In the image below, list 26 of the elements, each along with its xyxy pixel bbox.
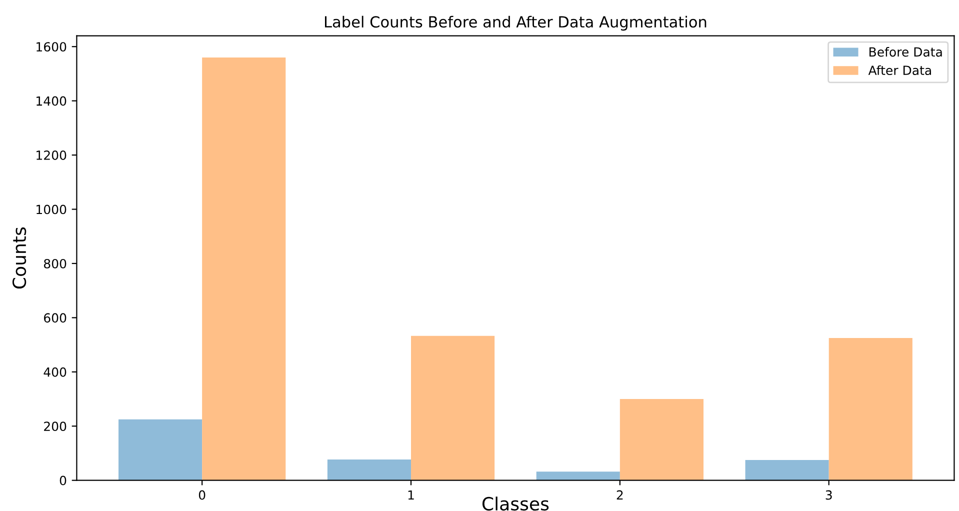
bar: [202, 57, 286, 480]
y-tick-label: 600: [44, 313, 66, 323]
bar: [536, 472, 620, 480]
bar: [745, 460, 829, 480]
y-tick-label: 800: [44, 258, 66, 268]
y-tick-label: 1600: [36, 42, 66, 52]
y-tick-label: 400: [44, 367, 66, 377]
bar: [411, 336, 495, 480]
bar: [118, 419, 202, 480]
y-tick-label: 200: [44, 422, 66, 432]
x-tick-label: 0: [198, 490, 206, 500]
legend-label: Before Data: [870, 47, 942, 57]
x-axis-title: Classes: [482, 496, 549, 511]
y-tick-label: 1200: [36, 150, 66, 160]
y-tick-label: 0: [60, 476, 66, 486]
legend-label: After Data: [868, 65, 931, 76]
x-tick-label: 2: [616, 490, 623, 500]
bar: [620, 399, 704, 480]
chart-title: Label Counts Before and After Data Augmentation: [324, 16, 706, 31]
x-tick-label: 1: [408, 490, 414, 500]
y-axis-title: Counts: [12, 227, 26, 289]
y-tick-label: 1000: [36, 204, 66, 214]
x-tick-label: 3: [826, 490, 832, 500]
y-tick-label: 1400: [36, 96, 66, 106]
bar: [828, 338, 912, 480]
bar: [327, 459, 411, 480]
